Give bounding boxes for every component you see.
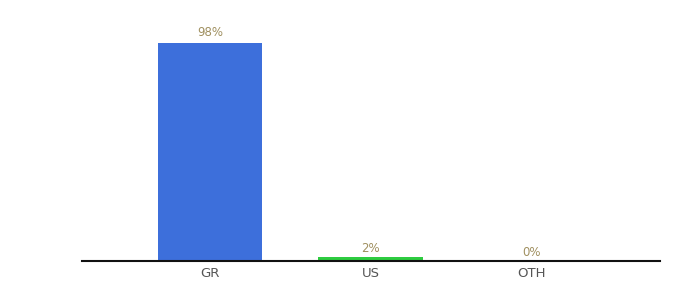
Bar — [318, 256, 423, 261]
Text: 0%: 0% — [522, 246, 541, 259]
Text: 2%: 2% — [361, 242, 380, 255]
Text: 98%: 98% — [197, 26, 223, 39]
Bar — [158, 43, 262, 261]
